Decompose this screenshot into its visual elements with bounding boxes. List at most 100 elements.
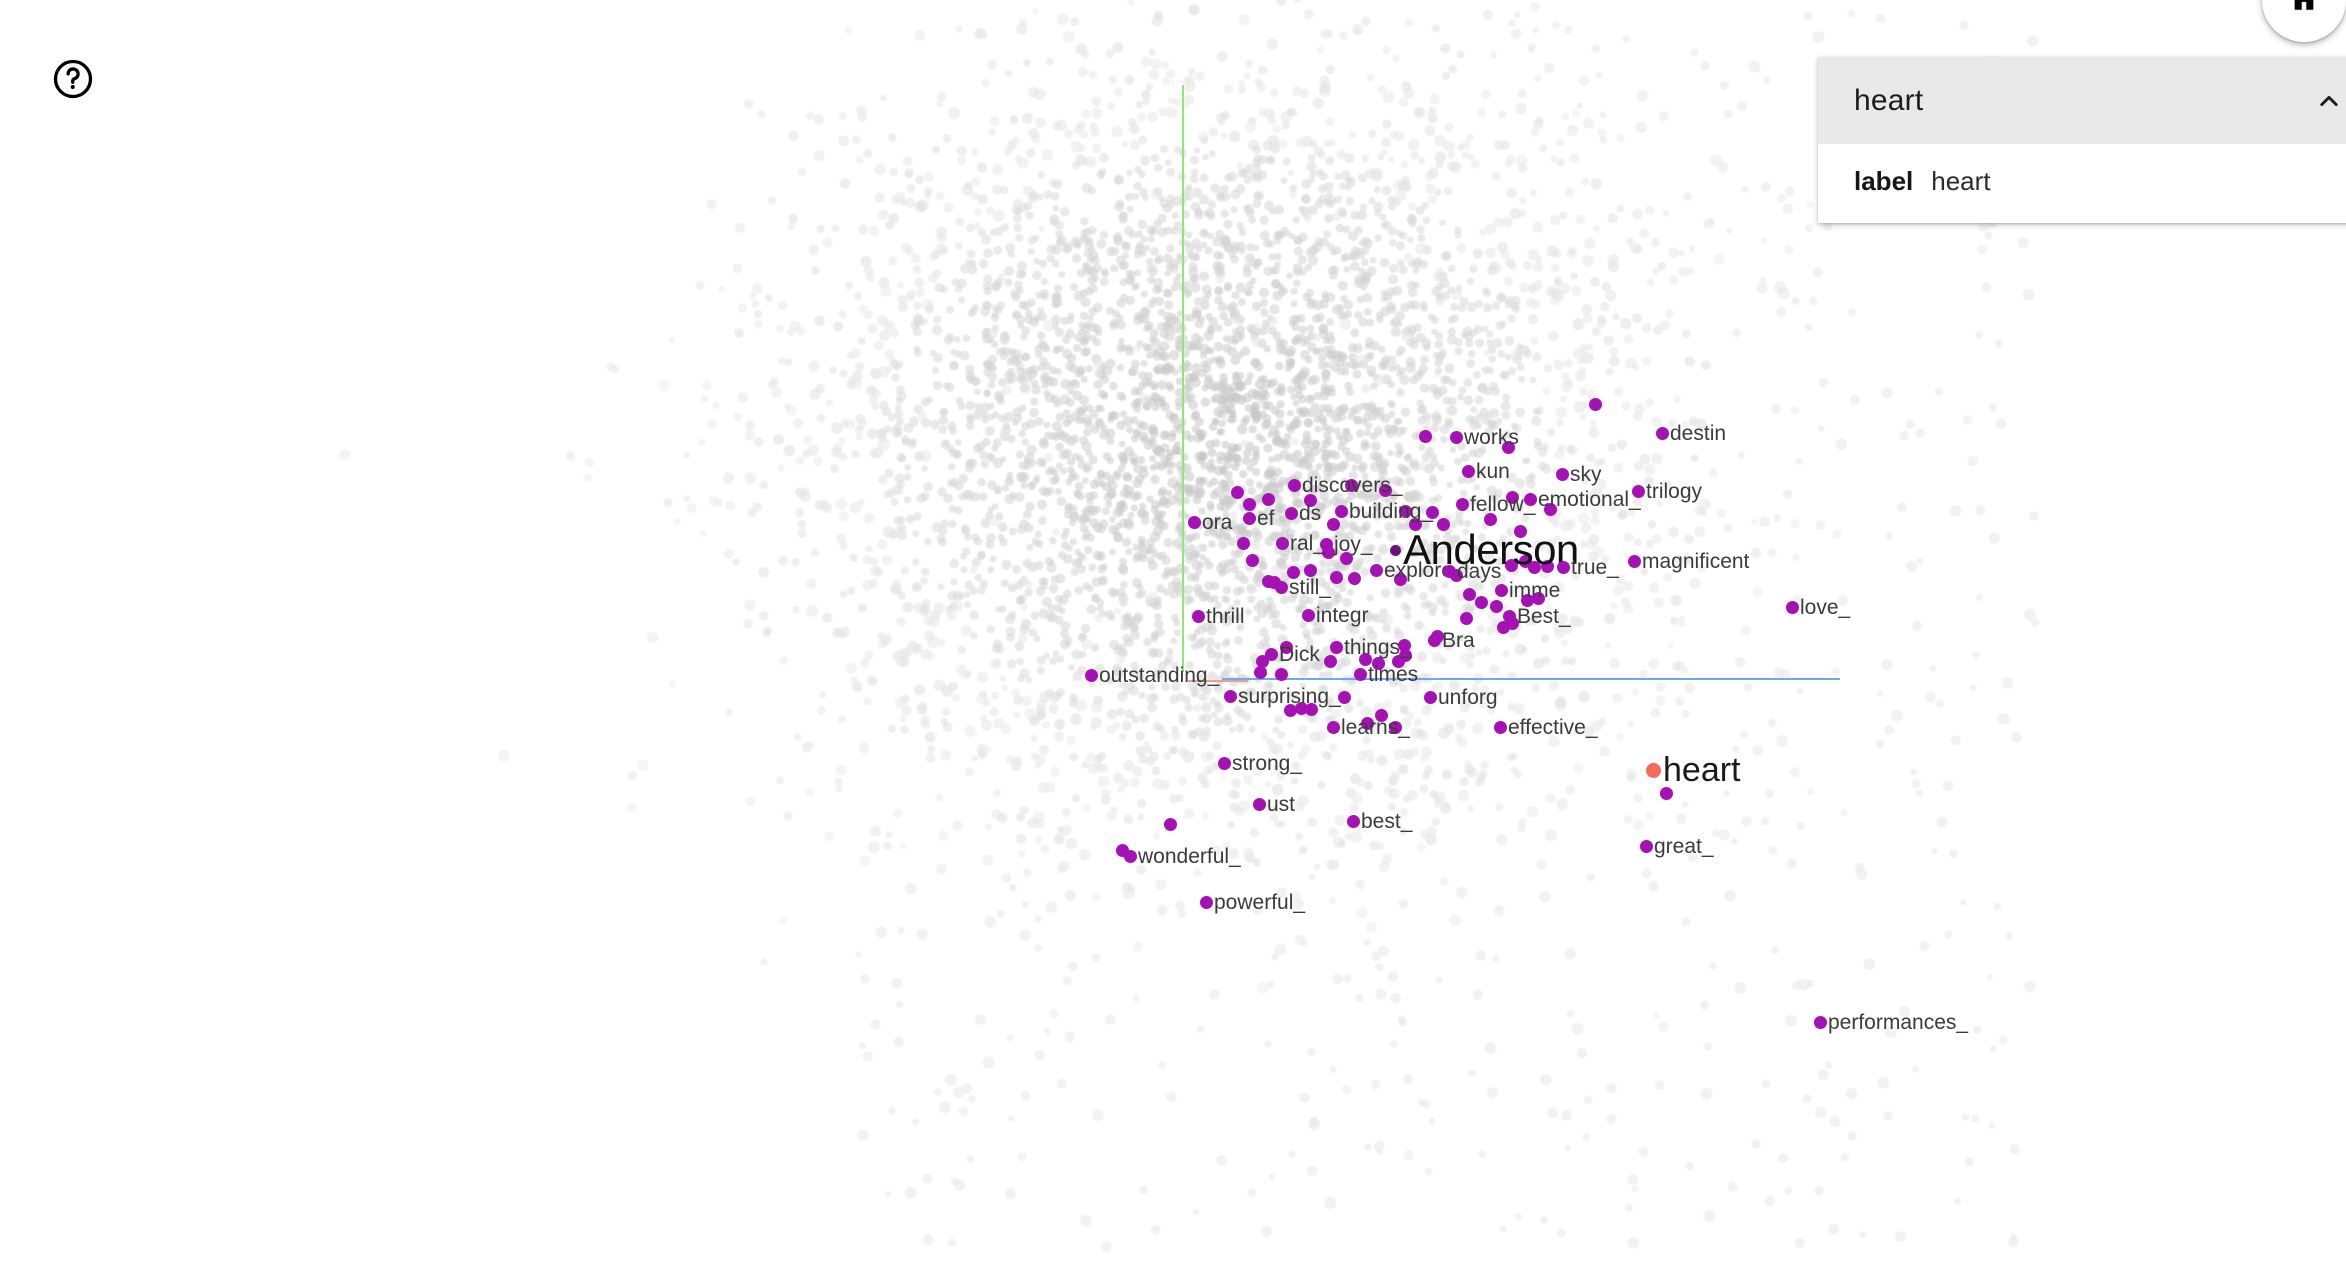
neighbor-point[interactable] [1490,600,1503,613]
neighbor-point[interactable] [1275,668,1288,681]
neighbor-point[interactable] [1460,612,1473,625]
labeled-point[interactable]: joy_ [1320,534,1373,555]
labeled-point[interactable]: Bra [1428,630,1475,651]
labeled-point[interactable]: learns_ [1327,717,1410,738]
labeled-point[interactable]: heart [1646,753,1741,787]
neighbor-point[interactable] [1514,525,1527,538]
labeled-point[interactable]: best_ [1347,811,1412,832]
labeled-point[interactable]: integr [1302,605,1369,626]
neighbor-point[interactable] [1231,486,1244,499]
neighbor-point[interactable] [1463,588,1476,601]
neighbor-point[interactable] [1372,657,1385,670]
labeled-point[interactable]: destin [1656,423,1726,444]
neighbor-point[interactable] [1305,703,1318,716]
neighbor-point[interactable] [1532,592,1545,605]
neighbor-point[interactable] [1280,641,1293,654]
neighbor-point[interactable] [1544,503,1557,516]
neighbor-point[interactable] [1502,441,1515,454]
labeled-point[interactable]: effective_ [1494,717,1598,738]
neighbor-point[interactable] [1399,505,1412,518]
neighbor-point[interactable] [1389,721,1402,734]
neighbor-point[interactable] [1164,818,1177,831]
neighbor-point[interactable] [1262,493,1275,506]
labeled-point[interactable]: performances_ [1814,1012,1968,1033]
labeled-point[interactable]: ora [1188,512,1232,533]
labeled-point[interactable]: unforg [1424,687,1498,708]
axis-line-depth [1188,680,1248,682]
labeled-point[interactable]: ef [1243,508,1275,529]
labeled-point[interactable]: strong_ [1218,753,1302,774]
neighbor-point[interactable] [1243,498,1256,511]
labeled-point[interactable]: wonderful_ [1124,846,1241,867]
chevron-up-icon[interactable] [2312,84,2346,118]
labeled-point[interactable]: outstanding_ [1085,665,1219,686]
labeled-point[interactable]: emotional_ [1524,489,1641,510]
labeled-point[interactable]: sky [1556,464,1602,485]
labeled-point[interactable]: ds [1285,503,1321,524]
metadata-card-header[interactable]: heart [1818,57,2346,144]
neighbor-point[interactable] [1287,566,1300,579]
neighbor-point[interactable] [1361,717,1374,730]
labeled-point[interactable]: powerful_ [1200,892,1305,913]
neighbor-point[interactable] [1359,653,1372,666]
labeled-point[interactable]: discovers_ [1288,475,1402,496]
labeled-point[interactable]: true_ [1557,557,1619,578]
neighbor-point[interactable] [1660,787,1673,800]
help-circle-icon[interactable] [52,58,94,100]
labeled-point[interactable]: Dick [1265,644,1320,665]
labeled-point[interactable]: great_ [1640,836,1714,857]
labeled-point[interactable]: ral_ [1276,533,1325,554]
labeled-point[interactable]: imme [1495,580,1560,601]
neighbor-point[interactable] [1426,506,1439,519]
labeled-point[interactable]: fellow_ [1456,494,1535,515]
neighbor-point[interactable] [1324,655,1337,668]
neighbor-point[interactable] [1246,554,1259,567]
neighbor-point[interactable] [1295,702,1308,715]
neighbor-point[interactable] [1345,479,1358,492]
point-label: effective_ [1508,716,1598,739]
neighbor-point[interactable] [1394,573,1407,586]
labeled-point[interactable]: kun [1462,461,1510,482]
neighbor-point[interactable] [1340,552,1353,565]
labeled-point[interactable]: building_ [1335,501,1433,522]
neighbor-point[interactable] [1237,537,1250,550]
neighbor-point[interactable] [1375,709,1388,722]
labeled-point[interactable]: thrill [1192,606,1245,627]
labeled-point[interactable]: things_ [1330,637,1412,658]
labeled-point[interactable]: surprising_ [1224,686,1341,707]
labeled-point[interactable]: Best_ [1503,606,1571,627]
neighbor-point[interactable] [1327,518,1340,531]
neighbor-point[interactable] [1379,484,1392,497]
labeled-point[interactable]: works [1450,427,1519,448]
neighbor-point[interactable] [1419,430,1432,443]
labeled-point[interactable]: ust [1253,794,1295,815]
neighbor-point[interactable] [1506,491,1519,504]
labeled-point[interactable]: still_ [1275,577,1331,598]
neighbor-point[interactable] [1254,666,1267,679]
neighbor-point[interactable] [1348,572,1361,585]
labeled-point[interactable]: times [1354,664,1418,685]
point-marker-icon [1462,465,1475,478]
neighbor-point[interactable] [1330,571,1343,584]
neighbor-point[interactable] [1304,564,1317,577]
neighbor-point[interactable] [1338,691,1351,704]
neighbor-point[interactable] [1589,398,1602,411]
neighbor-point[interactable] [1541,560,1554,573]
neighbor-point[interactable] [1521,594,1534,607]
labeled-point[interactable]: explore [1370,560,1453,581]
neighbor-point[interactable] [1284,704,1297,717]
labeled-point[interactable]: love_ [1786,597,1850,618]
neighbor-point[interactable] [1304,494,1317,507]
neighbor-point[interactable] [1484,513,1497,526]
neighbor-point[interactable] [1399,649,1412,662]
neighbor-point[interactable] [1437,518,1450,531]
labeled-point[interactable]: Anderson [1390,529,1579,571]
neighbor-point[interactable] [1475,596,1488,609]
labeled-point[interactable]: trilogy [1632,481,1702,502]
neighbor-point[interactable] [1528,561,1541,574]
neighbor-point[interactable] [1409,518,1422,531]
labeled-point[interactable]: magnificent [1628,551,1749,572]
neighbor-point[interactable] [1398,639,1411,652]
labeled-point[interactable]: days [1443,561,1501,582]
neighbor-point[interactable] [1505,559,1518,572]
